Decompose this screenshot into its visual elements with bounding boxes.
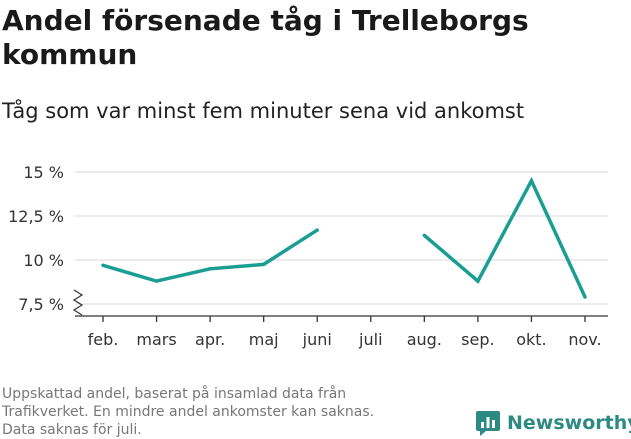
data-point [101,263,105,268]
x-tick-label: feb. [88,330,119,349]
axis-break-icon [72,289,84,316]
data-point [154,279,159,283]
x-tick-label: okt. [516,330,546,349]
axis-break-zigzag [72,289,84,316]
data-point [422,233,427,238]
footnote-line: Uppskattad andel, baserat på insamlad da… [2,386,347,402]
footnote: Uppskattad andel, baserat på insamlad da… [2,385,442,439]
series-line-segment [423,176,587,298]
y-tick-label: 7,5 % [18,295,64,314]
footnote-line: Trafikverket. En mindre andel ankomster … [2,404,375,420]
data-point [208,267,212,271]
brand-logo: Newsworthy [476,409,631,437]
footnote-line: Data saknas för juli. [2,422,142,438]
x-tick-label: apr. [195,330,225,349]
data-series [101,176,587,299]
chart-title: Andel försenade tåg i Trelleborgs kommun [2,4,529,71]
x-tick-labels: feb. mars apr. maj juni juli aug. sep. okt. nov. [88,330,602,349]
x-tick-label: maj [249,330,279,349]
y-tick-labels: 7,5 % 10 % 12,5 % 15 % [8,163,64,314]
y-tick-label: 10 % [23,251,64,270]
bar-chart-icon [476,411,500,436]
series-line-segment [102,228,319,283]
y-tick-label: 12,5 % [8,207,64,226]
x-tick-label: sep. [461,330,494,349]
gridlines [75,171,608,305]
x-tick-label: aug. [407,330,442,349]
line-chart: 7,5 % 10 % 12,5 % 15 % feb. mars apr. maj juni j… [8,163,608,349]
data-point [476,279,480,283]
data-point [315,228,319,232]
x-axis [75,315,608,322]
brand-name: Newsworthy [507,412,631,434]
data-point [583,295,587,299]
chart-subtitle: Tåg som var minst fem minuter sena vid a… [2,99,525,123]
x-tick-label: juni [302,330,332,349]
x-tick-label: mars [136,330,176,349]
data-point [261,262,266,267]
x-tick-label: juli [358,330,382,349]
x-tick-label: nov. [568,330,601,349]
data-point [529,179,534,183]
y-tick-label: 15 % [23,163,64,182]
